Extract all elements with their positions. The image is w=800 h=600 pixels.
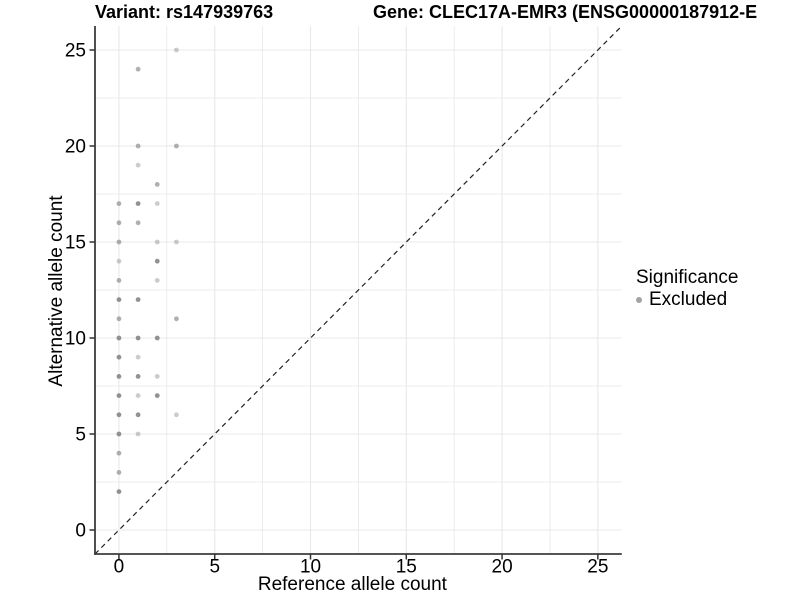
- data-point: [116, 470, 122, 475]
- data-point: [116, 239, 122, 245]
- y-tick-label: 25: [65, 41, 86, 62]
- x-tick-label: 15: [396, 557, 417, 578]
- data-point: [174, 316, 179, 322]
- data-point: [116, 412, 122, 418]
- data-point: [154, 258, 160, 264]
- y-tick-label: 0: [75, 521, 86, 542]
- data-point: [135, 143, 141, 149]
- y-axis-title: Alternative allele count: [46, 195, 67, 387]
- data-point: [116, 201, 122, 207]
- data-point: [116, 450, 122, 456]
- legend-item-excluded: Excluded: [636, 289, 738, 310]
- data-point: [154, 335, 160, 341]
- data-point: [135, 374, 141, 379]
- data-point: [154, 201, 160, 207]
- gridlines: [95, 26, 622, 554]
- data-point: [135, 201, 141, 207]
- axis-titles: Reference allele count Alternative allel…: [46, 195, 448, 595]
- x-tick-label: 10: [300, 557, 321, 578]
- data-point: [116, 258, 122, 264]
- data-point: [174, 47, 179, 53]
- legend-title: Significance: [636, 267, 739, 288]
- data-point: [116, 431, 122, 437]
- axis-lines: [94, 26, 622, 555]
- data-point: [116, 374, 122, 379]
- legend-item-label: Excluded: [649, 289, 728, 310]
- data-point: [135, 220, 141, 226]
- data-point: [116, 393, 122, 398]
- data-point: [174, 143, 179, 149]
- data-point: [135, 66, 141, 72]
- tick-labels: 0 5 10 15 20 25 0 5 10 15 20 25: [65, 41, 609, 578]
- data-point: [154, 239, 160, 245]
- data-point: [135, 162, 141, 168]
- data-point: [116, 354, 122, 360]
- data-point: [174, 239, 179, 245]
- data-point: [116, 278, 122, 283]
- data-point: [154, 393, 160, 398]
- data-point: [154, 374, 160, 379]
- legend-point-icon: [636, 296, 642, 303]
- legend: Significance Excluded: [636, 267, 738, 310]
- data-point: [135, 393, 141, 398]
- y-tick-label: 15: [65, 233, 86, 254]
- tick-marks: [89, 49, 599, 560]
- x-tick-label: 20: [492, 557, 513, 578]
- data-points: [116, 47, 179, 494]
- y-tick-label: 20: [65, 137, 86, 158]
- data-point: [135, 412, 141, 418]
- x-axis-title: Reference allele count: [258, 574, 448, 595]
- x-tick-label: 25: [587, 557, 608, 578]
- data-point: [135, 354, 141, 360]
- y-tick-label: 10: [65, 329, 86, 350]
- data-point: [174, 412, 179, 418]
- identity-line: [94, 25, 623, 555]
- data-point: [135, 297, 141, 302]
- data-point: [135, 335, 141, 341]
- data-point: [154, 182, 160, 187]
- data-point: [116, 316, 122, 322]
- plot-title-variant: Variant: rs147939763: [95, 2, 274, 22]
- identity-dashed-line: [94, 25, 623, 555]
- data-point: [116, 297, 122, 302]
- x-tick-label: 5: [209, 557, 220, 578]
- data-point: [116, 489, 122, 494]
- data-point: [154, 278, 160, 283]
- x-tick-label: 0: [114, 557, 125, 578]
- data-point: [135, 431, 141, 437]
- y-tick-label: 5: [75, 425, 86, 446]
- plot-title-gene: Gene: CLEC17A-EMR3 (ENSG00000187912-E: [373, 2, 758, 22]
- data-point: [116, 335, 122, 341]
- data-point: [116, 220, 122, 226]
